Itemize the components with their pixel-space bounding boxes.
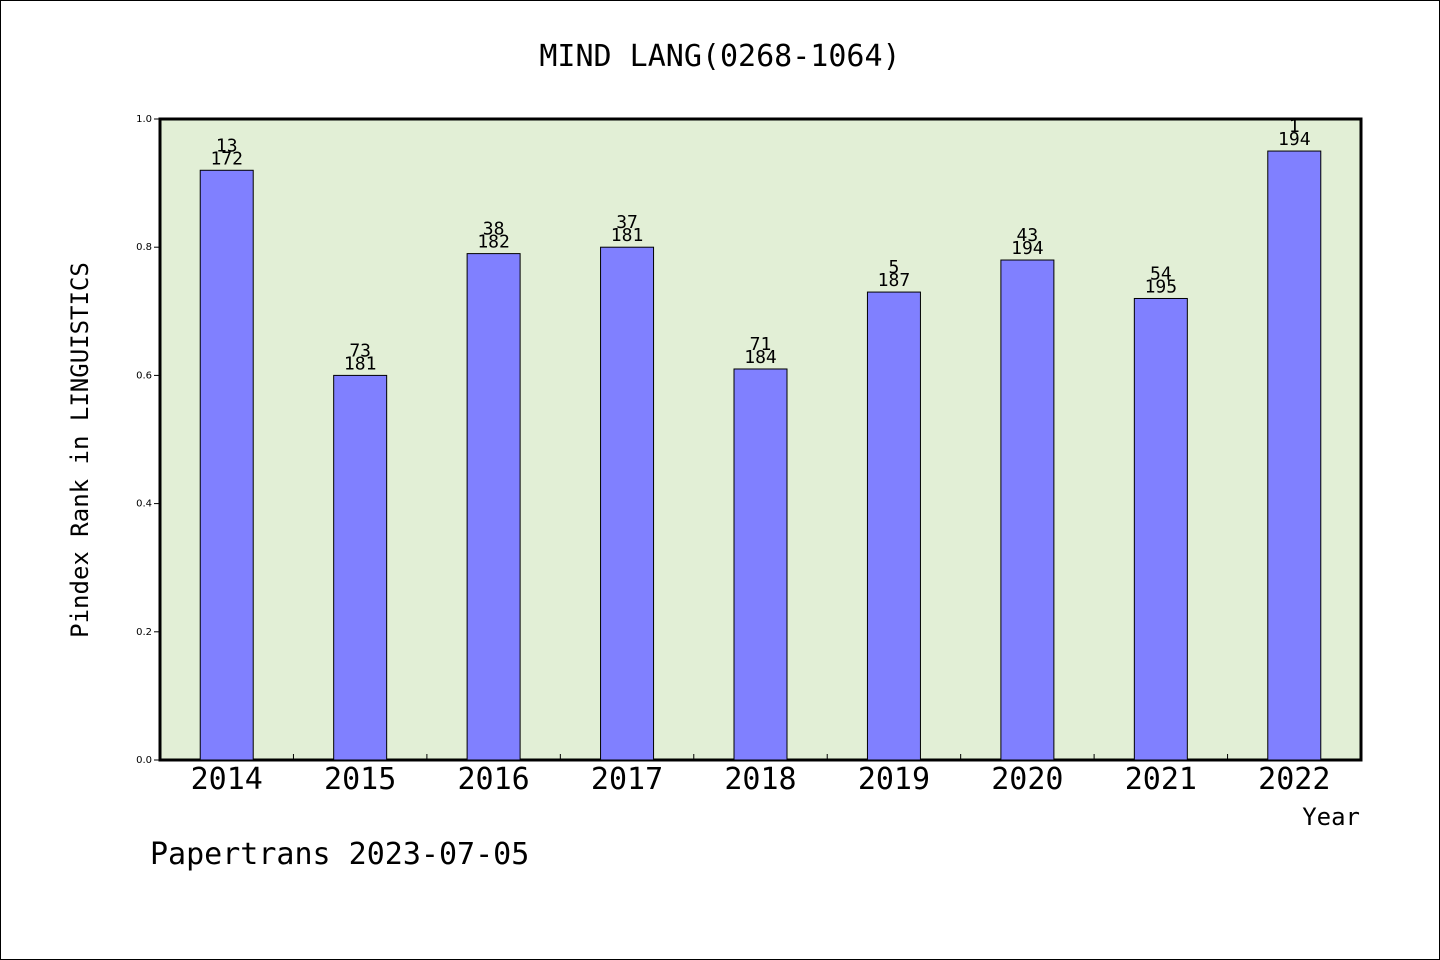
x-tick-label: 2017: [591, 762, 663, 797]
y-tick-label: 1.0: [136, 114, 152, 125]
y-tick-label: 0.8: [136, 242, 152, 253]
footer-credit: Papertrans 2023-07-05: [150, 837, 529, 872]
rank-label-2020: 43: [1017, 225, 1039, 246]
bars: 1317273181381823718171184518743194541951…: [199, 116, 1322, 761]
rank-label-2015: 73: [349, 340, 371, 361]
x-axis-ticks: 2014 2015 2016 2017 2018 2019 2020 2021 2022: [191, 754, 1330, 797]
y-axis-label: Pindex Rank in LINGUISTICS: [66, 262, 94, 638]
y-axis-ticks: 0.0 0.2 0.4 0.6 0.8 1.0: [136, 114, 160, 766]
rank-label-2014: 13: [216, 135, 238, 156]
chart-title: MIND LANG(0268-1064): [539, 39, 900, 74]
total-label-2021: 195: [1145, 276, 1178, 297]
rank-label-2019: 5: [889, 257, 900, 278]
x-tick-label: 2015: [324, 762, 396, 797]
y-tick-label: 0.4: [136, 499, 152, 510]
x-tick-label: 2018: [724, 762, 796, 797]
total-label-2016: 182: [477, 232, 510, 253]
bar-2019: [866, 291, 921, 761]
bar-2020: [1000, 259, 1055, 761]
x-tick-label: 2019: [858, 762, 930, 797]
total-label-2015: 181: [344, 353, 377, 374]
y-tick-label: 0.6: [136, 370, 152, 381]
total-label-2022: 194: [1278, 129, 1311, 150]
rank-label-2018: 71: [750, 334, 772, 355]
total-label-2018: 184: [744, 347, 777, 368]
rank-label-2017: 37: [616, 212, 638, 233]
x-tick-label: 2020: [991, 762, 1063, 797]
x-tick-label: 2021: [1125, 762, 1197, 797]
total-label-2017: 181: [611, 225, 644, 246]
bar-2018: [733, 368, 788, 761]
x-tick-label: 2016: [457, 762, 529, 797]
y-tick-label: 0.2: [136, 627, 152, 638]
x-tick-label: 2014: [191, 762, 263, 797]
bar-2014: [199, 169, 254, 761]
bar-2015: [333, 374, 388, 761]
total-label-2019: 187: [878, 270, 911, 291]
bar-2017: [600, 246, 655, 761]
rank-label-2022: 1: [1289, 116, 1300, 137]
total-label-2014: 172: [210, 148, 243, 169]
bar-2021: [1133, 297, 1188, 761]
total-label-2020: 194: [1011, 238, 1044, 259]
y-tick-label: 0.0: [136, 755, 152, 766]
rank-label-2016: 38: [483, 219, 505, 240]
rank-label-2021: 54: [1150, 263, 1172, 284]
bar-2016: [466, 253, 521, 761]
bar-2022: [1267, 150, 1322, 761]
x-tick-label: 2022: [1258, 762, 1330, 797]
x-axis-label: Year: [1302, 803, 1360, 831]
